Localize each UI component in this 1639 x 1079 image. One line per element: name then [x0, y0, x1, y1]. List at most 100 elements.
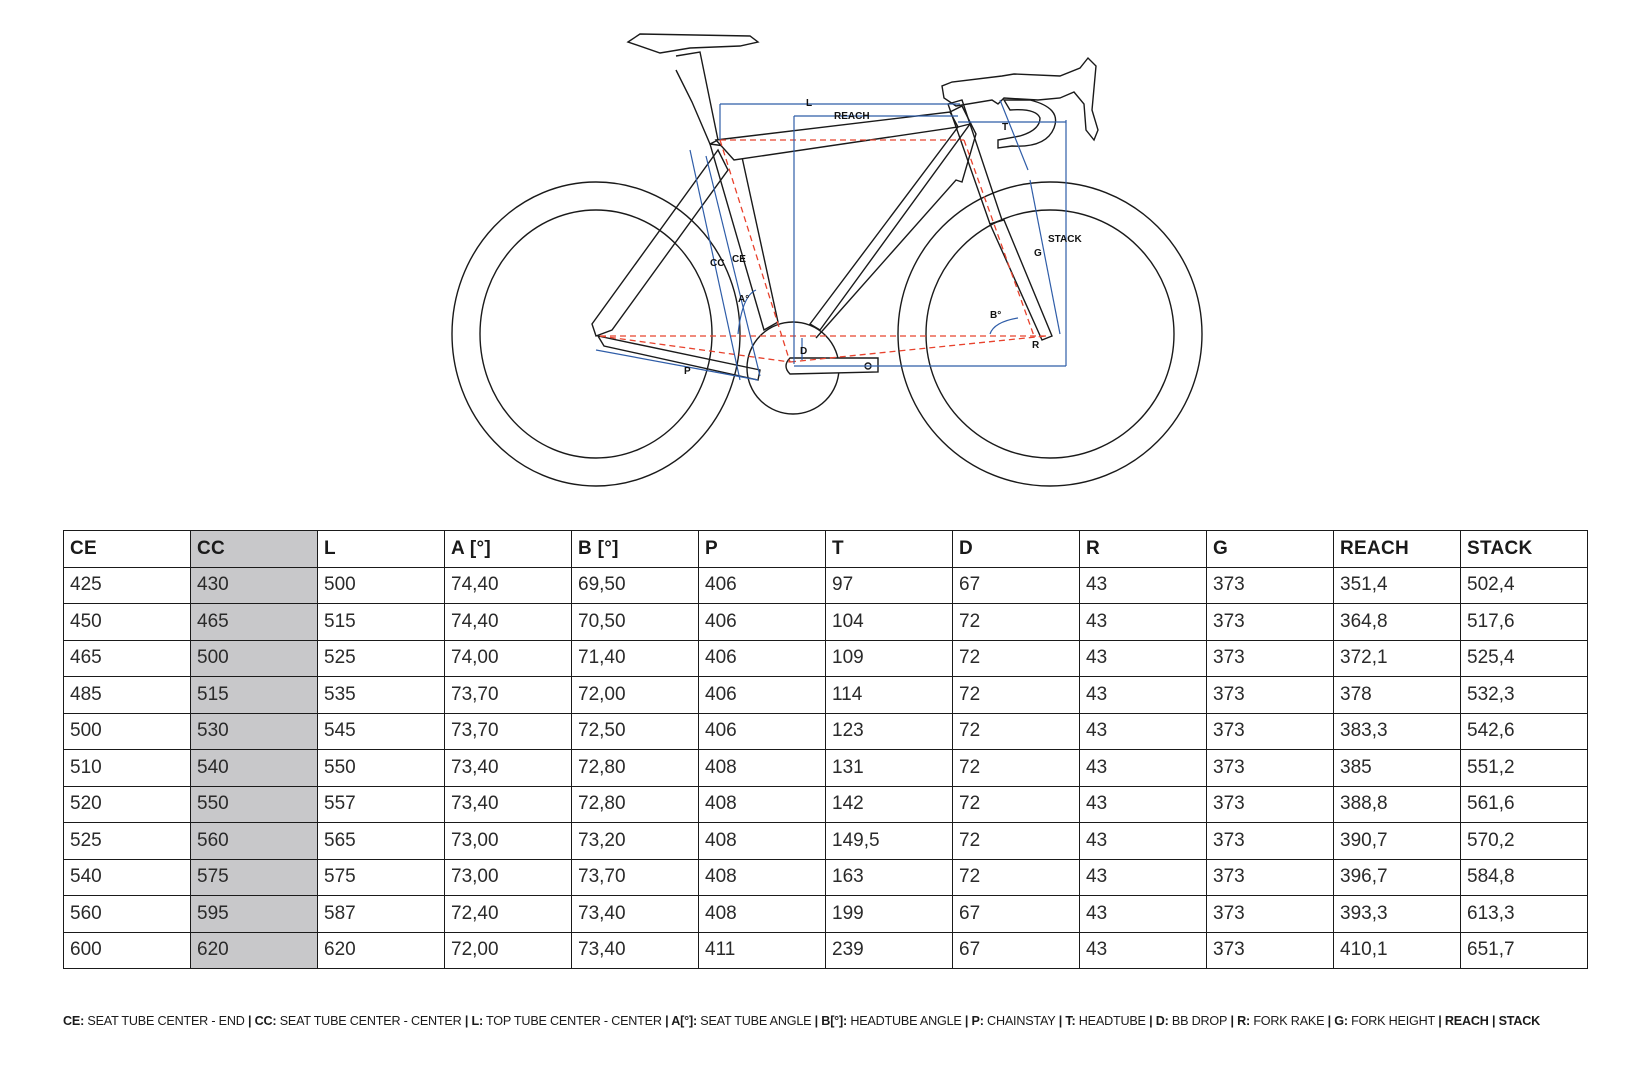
head-tube — [947, 99, 1003, 225]
table-cell: 408 — [698, 822, 826, 860]
table-cell: 43 — [1079, 785, 1207, 823]
legend-separator: | — [1145, 1014, 1156, 1028]
geometry-table: CE CC L A [°] B [°] P T D R G REACH STAC… — [63, 530, 1588, 969]
rear-wheel-rim — [479, 209, 713, 459]
table-cell: 595 — [190, 895, 318, 933]
table-cell: 73,40 — [444, 785, 572, 823]
table-cell: 73,70 — [444, 712, 572, 750]
table-cell: 131 — [825, 749, 953, 787]
dim-CE — [705, 155, 761, 377]
table-cell: 408 — [698, 858, 826, 896]
label-P: P — [684, 366, 691, 377]
table-cell: 72,80 — [571, 749, 699, 787]
table-cell: 532,3 — [1460, 676, 1588, 714]
seatpost — [675, 51, 719, 145]
label-reach: REACH — [834, 111, 870, 122]
col-header-reach: REACH — [1333, 530, 1461, 568]
table-cell: 239 — [825, 931, 953, 969]
table-cell: 72 — [952, 822, 1080, 860]
table-cell: 406 — [698, 639, 826, 677]
col-header-ce: CE — [63, 530, 191, 568]
bike-geometry-diagram: L REACH T STACK G CC CE A° B° D R P — [451, 33, 1203, 487]
table-cell: 515 — [190, 676, 318, 714]
dim-G — [1029, 179, 1061, 335]
dim-T — [999, 99, 1029, 171]
table-cell: 72,50 — [571, 712, 699, 750]
table-cell: 465 — [190, 603, 318, 641]
table-cell: 72 — [952, 785, 1080, 823]
col-header-b: B [°] — [571, 530, 699, 568]
table-cell: 114 — [825, 676, 953, 714]
legend-separator: | — [1434, 1014, 1445, 1028]
table-cell: 500 — [63, 712, 191, 750]
table-cell: 620 — [190, 931, 318, 969]
label-G: G — [1034, 248, 1042, 259]
table-cell: 373 — [1206, 785, 1334, 823]
legend-separator: | — [961, 1014, 972, 1028]
table-cell: 408 — [698, 785, 826, 823]
col-header-p: P — [698, 530, 826, 568]
table-row: 425 430 500 74,40 69,50 406 97 67 43 373 351,4 502,… — [63, 566, 1588, 604]
legend-desc: CHAINSTAY — [987, 1014, 1056, 1028]
table-cell: 43 — [1079, 931, 1207, 969]
table-cell: 560 — [190, 822, 318, 860]
table-cell: 525 — [63, 822, 191, 860]
table-cell: 373 — [1206, 639, 1334, 677]
table-row: 520 550 557 73,40 72,80 408 142 72 43 373 388,8 561… — [63, 785, 1588, 823]
col-header-r: R — [1079, 530, 1207, 568]
table-row: 510 540 550 73,40 72,80 408 131 72 43 373 385 551,2 — [63, 749, 1588, 787]
table-header-row: CE CC L A [°] B [°] P T D R G REACH STAC… — [63, 530, 1588, 568]
table-cell: 74,00 — [444, 639, 572, 677]
col-header-t: T — [825, 530, 953, 568]
table-cell: 535 — [317, 676, 445, 714]
table-cell: 406 — [698, 712, 826, 750]
table-cell: 43 — [1079, 822, 1207, 860]
table-cell: 520 — [63, 785, 191, 823]
centerline-seat — [719, 139, 791, 363]
table-cell: 72 — [952, 749, 1080, 787]
table-body: 425 430 500 74,40 69,50 406 97 67 43 373 351,4 502,… — [63, 566, 1588, 969]
legend-separator: | — [1055, 1014, 1066, 1028]
label-A: A° — [738, 294, 749, 305]
table-cell: 396,7 — [1333, 858, 1461, 896]
table-cell: 406 — [698, 566, 826, 604]
col-header-d: D — [952, 530, 1080, 568]
table-cell: 73,70 — [444, 676, 572, 714]
label-CE: CE — [732, 254, 746, 265]
fork — [989, 219, 1053, 341]
legend-key: REACH — [1444, 1014, 1489, 1028]
table-cell: 500 — [317, 566, 445, 604]
label-D: D — [800, 346, 807, 357]
table-cell: 72 — [952, 603, 1080, 641]
table-cell: 373 — [1206, 566, 1334, 604]
legend-key: CE: — [63, 1014, 85, 1028]
table-cell: 620 — [317, 931, 445, 969]
table-cell: 43 — [1079, 603, 1207, 641]
table-cell: 351,4 — [1333, 566, 1461, 604]
table-cell: 72 — [952, 712, 1080, 750]
table-cell: 393,3 — [1333, 895, 1461, 933]
table-cell: 71,40 — [571, 639, 699, 677]
label-stack: STACK — [1048, 234, 1082, 245]
legend-separator: | — [1488, 1014, 1499, 1028]
table-row: 500 530 545 73,70 72,50 406 123 72 43 373 383,3 542… — [63, 712, 1588, 750]
table-cell: 530 — [190, 712, 318, 750]
legend-desc: FORK RAKE — [1253, 1014, 1325, 1028]
table-cell: 373 — [1206, 895, 1334, 933]
legend-desc: FORK HEIGHT — [1351, 1014, 1435, 1028]
table-cell: 383,3 — [1333, 712, 1461, 750]
table-cell: 373 — [1206, 858, 1334, 896]
legend-key: D: — [1155, 1014, 1169, 1028]
table-cell: 149,5 — [825, 822, 953, 860]
label-L: L — [806, 98, 812, 109]
table-cell: 72,00 — [444, 931, 572, 969]
table-cell: 502,4 — [1460, 566, 1588, 604]
centerline-front — [789, 335, 1047, 363]
legend-separator: | — [811, 1014, 822, 1028]
table-cell: 575 — [190, 858, 318, 896]
table-cell: 465 — [63, 639, 191, 677]
table-cell: 613,3 — [1460, 895, 1588, 933]
label-T: T — [1002, 122, 1008, 133]
table-cell: 72,80 — [571, 785, 699, 823]
table-cell: 104 — [825, 603, 953, 641]
